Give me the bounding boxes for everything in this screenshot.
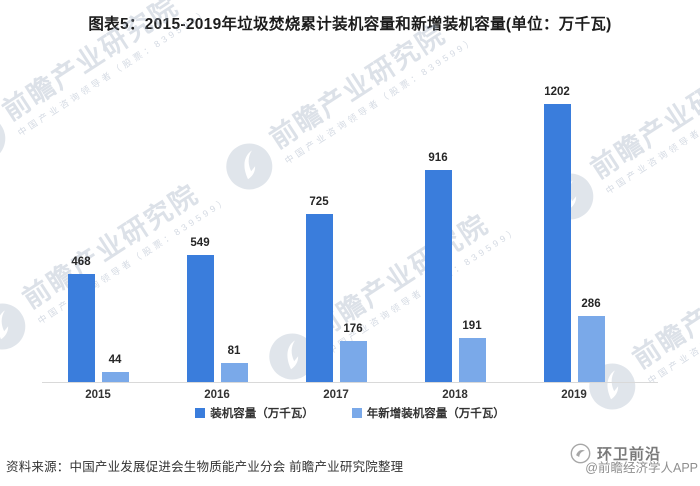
credit-text: @前瞻经济学人APP (585, 461, 698, 475)
bar-series2-2016 (220, 363, 248, 382)
bar-series2-2019 (577, 316, 605, 382)
chart-legend: 装机容量（万千瓦） 年新增装机容量（万千瓦） (0, 405, 700, 421)
legend-label: 年新增装机容量（万千瓦） (366, 408, 505, 420)
bar-series2-2018 (458, 338, 486, 382)
x-tick-label-2015: 2015 (85, 389, 111, 401)
brand-logo-icon (570, 443, 591, 464)
brand-overlay: 环卫前沿 (570, 443, 661, 464)
value-label-series1-2018: 916 (428, 152, 448, 164)
value-label-series1-2019: 1202 (544, 86, 570, 98)
bar-series1-2019 (543, 104, 571, 382)
x-tick-label-2016: 2016 (204, 389, 230, 401)
bar-series2-2015 (101, 372, 129, 382)
x-tick-label-2019: 2019 (561, 389, 587, 401)
chart-title: 图表5：2015-2019年垃圾焚烧累计装机容量和新增装机容量(单位：万千瓦) (88, 16, 612, 33)
brand-name: 环卫前沿 (597, 446, 662, 463)
legend-label: 装机容量（万千瓦） (210, 408, 314, 420)
value-label-series2-2017: 176 (343, 323, 363, 335)
x-tick-label-2018: 2018 (442, 389, 468, 401)
value-label-series2-2015: 44 (108, 354, 122, 366)
legend-swatch-icon (195, 408, 206, 418)
bar-series1-2016 (186, 255, 214, 382)
legend-swatch-icon (351, 408, 362, 418)
value-label-series2-2016: 81 (227, 345, 241, 357)
bar-series1-2018 (424, 170, 452, 382)
bar-series2-2017 (339, 341, 367, 382)
legend-item-series2: 年新增装机容量（万千瓦） (351, 405, 505, 421)
bar-series1-2015 (67, 274, 95, 382)
value-label-series2-2018: 191 (462, 320, 482, 332)
bar-series1-2017 (305, 214, 333, 382)
value-label-series1-2017: 725 (309, 196, 329, 208)
value-label-series2-2019: 286 (581, 298, 601, 310)
value-label-series1-2016: 549 (190, 237, 210, 249)
x-axis-line (42, 382, 658, 383)
x-tick-label-2017: 2017 (323, 389, 349, 401)
value-label-series1-2015: 468 (71, 256, 91, 268)
legend-item-series1: 装机容量（万千瓦） (195, 405, 314, 421)
source-note: 资料来源：中国产业发展促进会生物质能产业分会 前瞻产业研究院整理 (6, 460, 404, 474)
